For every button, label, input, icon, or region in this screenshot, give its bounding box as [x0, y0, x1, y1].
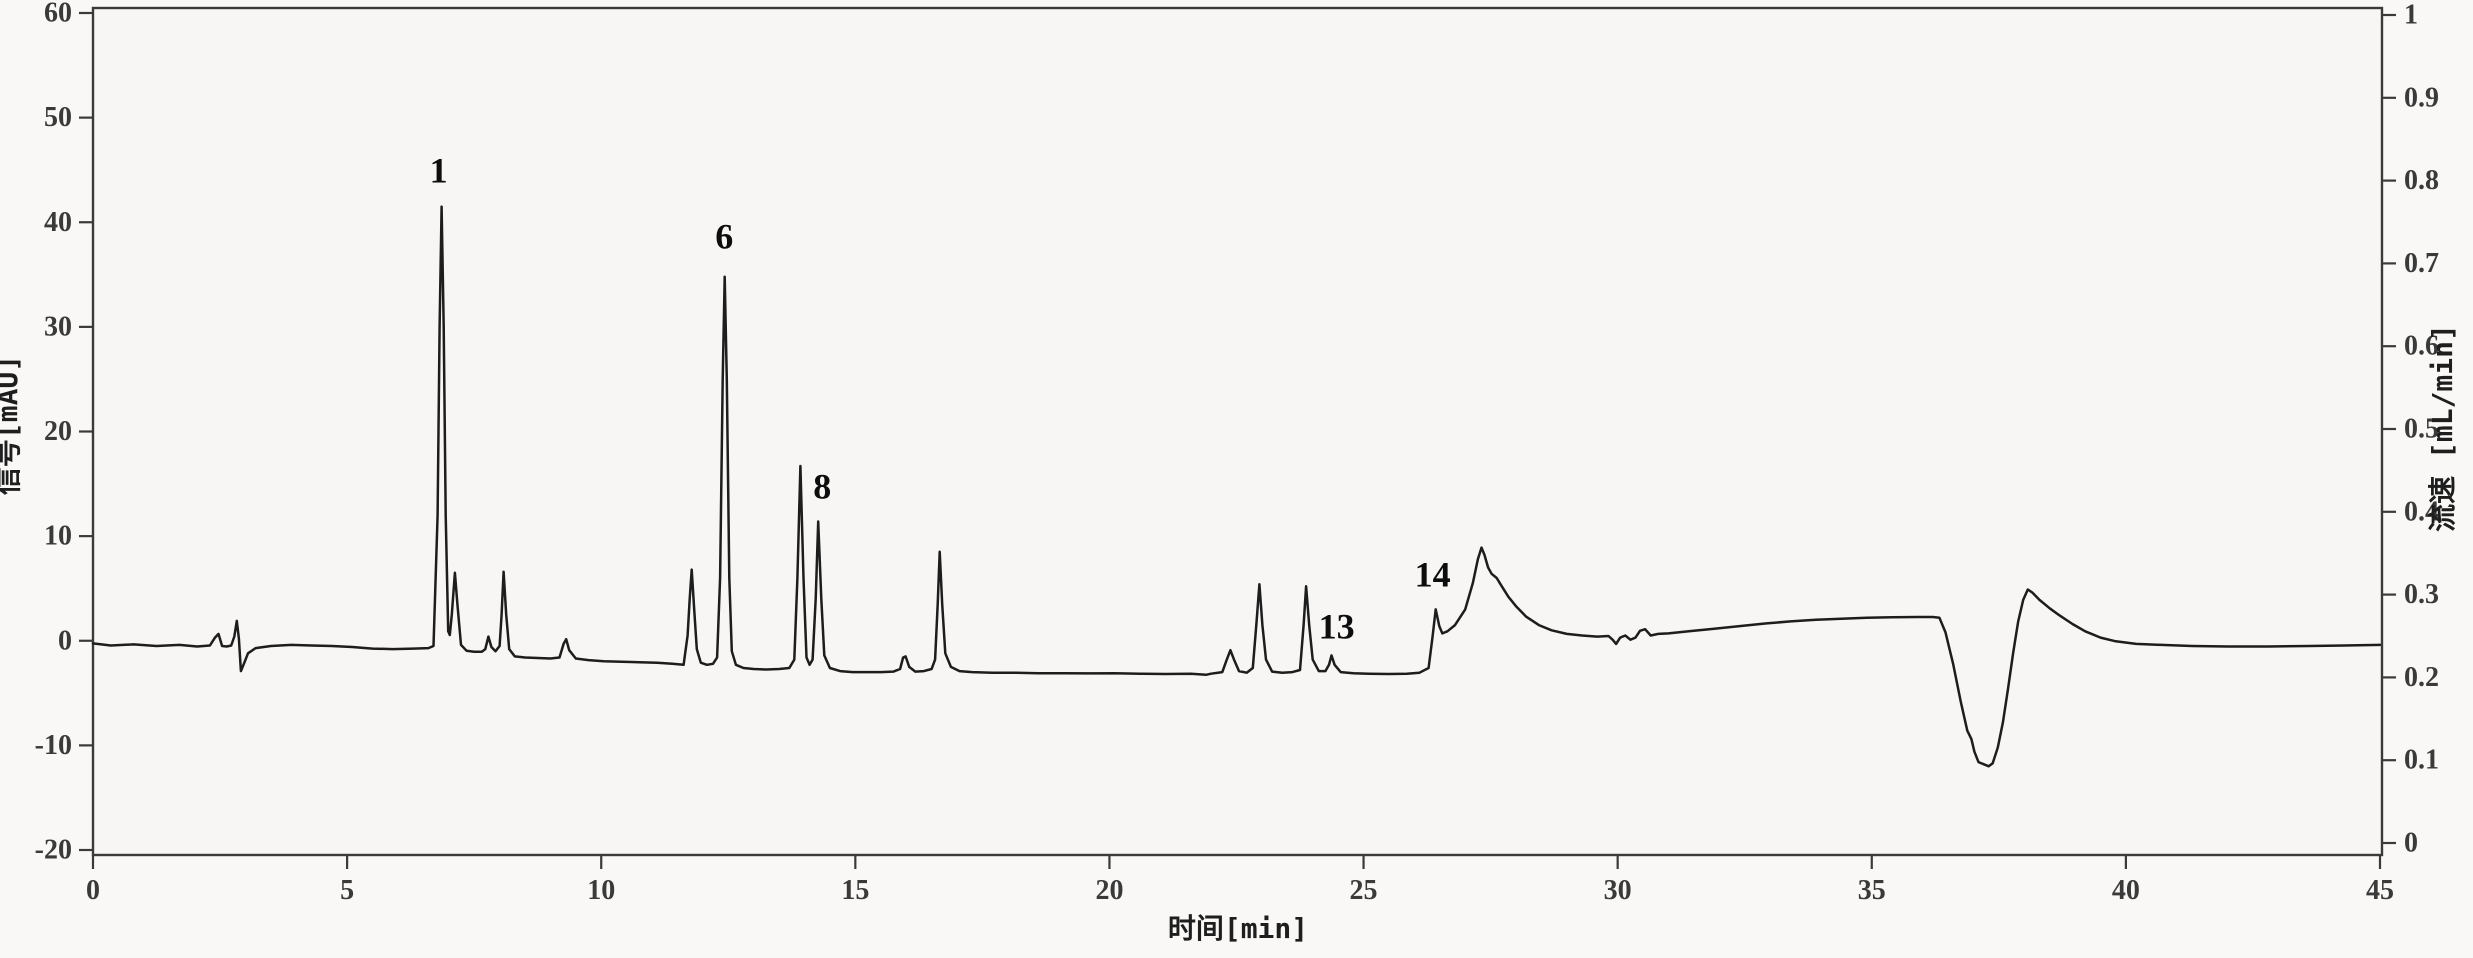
y-right-tick-label: 0.3	[2404, 579, 2439, 610]
y-right-tick-label: 0	[2404, 828, 2418, 859]
x-tick-label: 20	[1095, 875, 1123, 906]
y-right-tick-label: 1	[2404, 0, 2418, 31]
y-left-tick-label: 50	[44, 102, 72, 133]
peak-label-8: 8	[813, 466, 831, 506]
y-right-tick-label: 0.9	[2404, 82, 2439, 113]
signal-trace	[91, 205, 2382, 768]
plot-frame	[91, 6, 2384, 857]
y-left-tick-label: 20	[44, 416, 72, 447]
x-axis-title: 时间[min]	[1168, 912, 1308, 945]
y-left-axis-title: 信号[mAU]	[0, 355, 24, 495]
y-right-tick-label: 0.2	[2404, 662, 2439, 693]
y-right-tick-label: 0.6	[2404, 331, 2439, 362]
peak-label-1: 1	[430, 150, 448, 190]
y-right-tick-label: 0.1	[2404, 745, 2439, 776]
y-left-tick-label: 30	[44, 311, 72, 342]
x-tick-label: 5	[340, 875, 354, 906]
y-left-tick-label: -20	[35, 835, 72, 866]
peak-label-14: 14	[1415, 554, 1451, 594]
y-left-tick-label: 60	[44, 0, 72, 29]
y-right-axis-title: 流速 [mL/min]	[2426, 324, 2459, 532]
y-right-tick-label: 0.4	[2404, 496, 2439, 527]
peak-label-6: 6	[715, 216, 733, 256]
x-tick-label: 25	[1350, 875, 1378, 906]
x-tick-label: 30	[1604, 875, 1632, 906]
peak-label-13: 13	[1319, 607, 1355, 647]
x-tick-label: 35	[1858, 875, 1886, 906]
y-left-tick-label: -10	[35, 730, 72, 761]
x-tick-label: 45	[2366, 875, 2394, 906]
x-tick-label: 40	[2112, 875, 2140, 906]
x-tick-label: 15	[841, 875, 869, 906]
y-left-tick-label: 40	[44, 207, 72, 238]
y-left-tick-label: 10	[44, 521, 72, 552]
y-left-tick-label: 0	[58, 625, 72, 656]
x-tick-label: 0	[86, 875, 100, 906]
x-tick-label: 10	[587, 875, 615, 906]
y-right-tick-label: 0.5	[2404, 414, 2439, 445]
y-right-tick-label: 0.8	[2404, 165, 2439, 196]
y-right-tick-label: 0.7	[2404, 248, 2439, 279]
